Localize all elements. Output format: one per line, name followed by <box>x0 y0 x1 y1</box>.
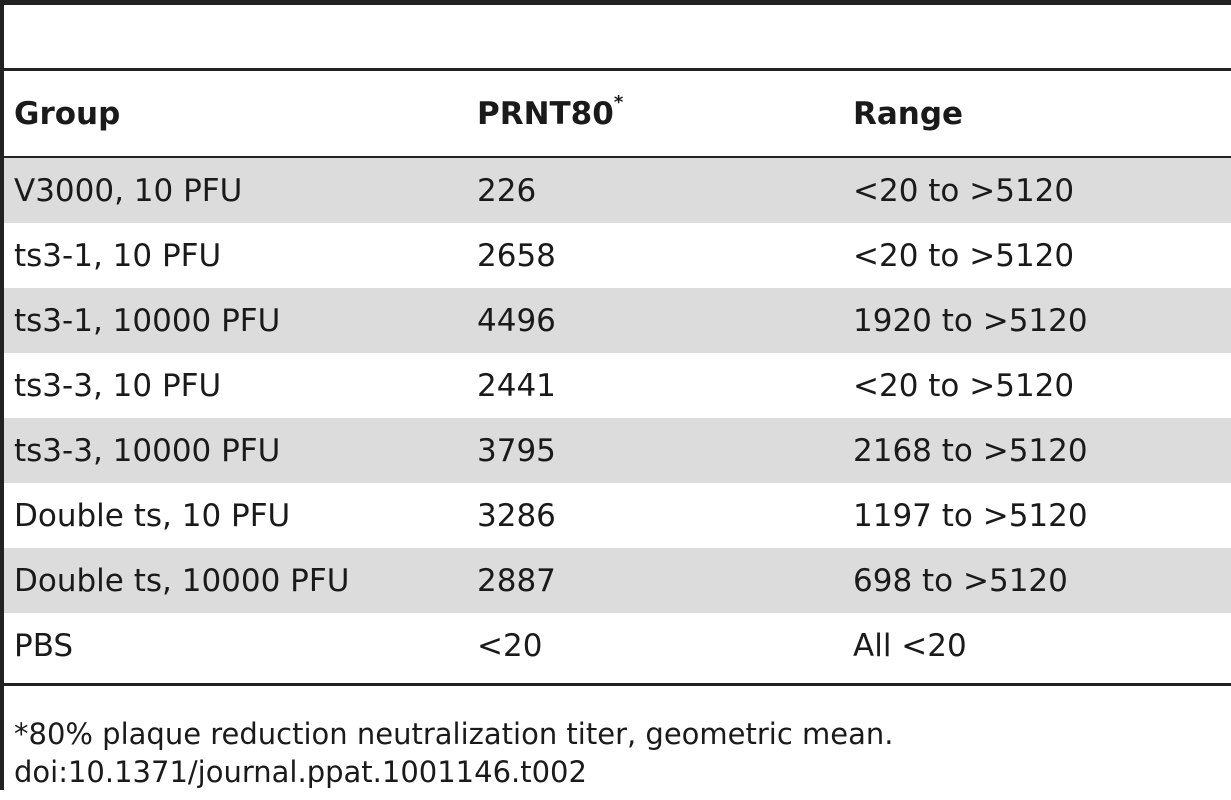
cell-group: ts3-3, 10000 PFU <box>4 418 477 483</box>
table-row: Double ts, 10 PFU 3286 1197 to >5120 <box>4 483 1231 548</box>
header-prnt-label: PRNT80 <box>477 95 614 132</box>
cell-range: 2168 to >5120 <box>853 418 1231 483</box>
cell-prnt: 226 <box>477 157 853 223</box>
header-row: Group PRNT80* Range <box>4 71 1231 158</box>
cell-range: All <20 <box>853 613 1231 678</box>
cell-group: Double ts, 10 PFU <box>4 483 477 548</box>
cell-prnt: <20 <box>477 613 853 678</box>
cell-prnt: 2887 <box>477 548 853 613</box>
footnote-prnt: *80% plaque reduction neutralization tit… <box>14 717 894 751</box>
cell-group: ts3-3, 10 PFU <box>4 353 477 418</box>
header-prnt-footnote-marker: * <box>613 92 624 114</box>
table-row: Double ts, 10000 PFU 2887 698 to >5120 <box>4 548 1231 613</box>
cell-range: <20 to >5120 <box>853 223 1231 288</box>
cell-range: 1197 to >5120 <box>853 483 1231 548</box>
table-row: V3000, 10 PFU 226 <20 to >5120 <box>4 157 1231 223</box>
table-row: ts3-1, 10000 PFU 4496 1920 to >5120 <box>4 288 1231 353</box>
cell-prnt: 3286 <box>477 483 853 548</box>
left-rule <box>0 0 4 790</box>
cell-range: <20 to >5120 <box>853 157 1231 223</box>
table-bottom-rule <box>4 683 1231 686</box>
header-range: Range <box>853 71 1231 158</box>
table-row: ts3-3, 10000 PFU 3795 2168 to >5120 <box>4 418 1231 483</box>
cell-group: PBS <box>4 613 477 678</box>
cell-group: ts3-1, 10000 PFU <box>4 288 477 353</box>
cell-group: Double ts, 10000 PFU <box>4 548 477 613</box>
table-top-rule <box>4 68 1231 71</box>
table-row: PBS <20 All <20 <box>4 613 1231 678</box>
table-footnotes: *80% plaque reduction neutralization tit… <box>14 715 894 791</box>
cell-prnt: 2441 <box>477 353 853 418</box>
cell-range: 1920 to >5120 <box>853 288 1231 353</box>
cell-group: V3000, 10 PFU <box>4 157 477 223</box>
cell-range: <20 to >5120 <box>853 353 1231 418</box>
cell-prnt: 2658 <box>477 223 853 288</box>
doi-link[interactable]: doi:10.1371/journal.ppat.1001146.t002 <box>14 755 587 789</box>
header-group: Group <box>4 71 477 158</box>
cell-group: ts3-1, 10 PFU <box>4 223 477 288</box>
table-row: ts3-1, 10 PFU 2658 <20 to >5120 <box>4 223 1231 288</box>
top-rule <box>0 0 1231 5</box>
cell-prnt: 3795 <box>477 418 853 483</box>
titer-table: Group PRNT80* Range V3000, 10 PFU 226 <2… <box>4 71 1231 678</box>
cell-range: 698 to >5120 <box>853 548 1231 613</box>
cell-prnt: 4496 <box>477 288 853 353</box>
header-prnt: PRNT80* <box>477 71 853 158</box>
table-row: ts3-3, 10 PFU 2441 <20 to >5120 <box>4 353 1231 418</box>
